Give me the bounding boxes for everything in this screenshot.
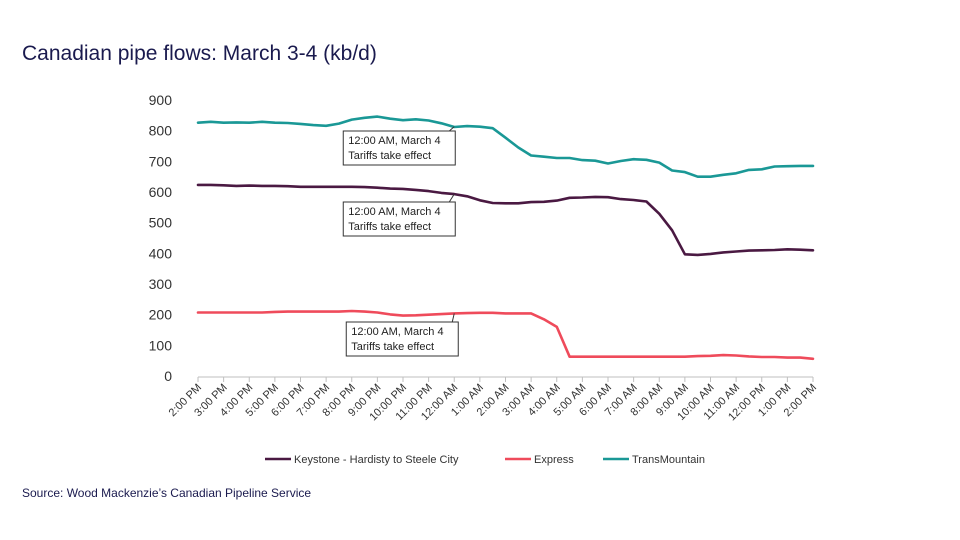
annotation-callout: 12:00 AM, March 4 Tariffs take effect <box>342 193 456 237</box>
legend-item: Express <box>505 454 574 466</box>
annotation-box <box>345 321 459 357</box>
series-line-1 <box>196 183 815 257</box>
y-tick-label: 700 <box>149 153 173 169</box>
annotation-box <box>342 130 456 166</box>
annotation-line1: 12:00 AM, March 4 <box>348 206 440 218</box>
annotation-callout: 12:00 AM, March 4 Tariffs take effect <box>342 126 456 166</box>
legend-label: Keystone - Hardisty to Steele City <box>294 454 459 466</box>
y-tick-label: 600 <box>149 184 173 200</box>
annotation-leader <box>448 126 455 132</box>
legend-label: TransMountain <box>632 454 705 466</box>
y-tick-label: 400 <box>149 245 173 261</box>
annotation-callout: 12:00 AM, March 4 Tariffs take effect <box>345 313 459 357</box>
y-tick-label: 900 <box>149 92 173 108</box>
y-tick-label: 300 <box>149 276 173 292</box>
series-line-3 <box>196 115 815 178</box>
annotation-line1: 12:00 AM, March 4 <box>351 326 443 338</box>
y-tick-label: 0 <box>164 368 172 384</box>
chart-title: Canadian pipe flows: March 3-4 (kb/d) <box>22 42 377 65</box>
series-lines <box>196 115 815 361</box>
annotation-leader <box>448 193 455 203</box>
y-tick-label: 500 <box>149 215 173 231</box>
y-tick-label: 200 <box>149 307 173 323</box>
y-tick-label: 800 <box>149 123 173 139</box>
annotation-leader <box>451 313 455 323</box>
annotation-line1: 12:00 AM, March 4 <box>348 135 440 147</box>
series-line-2 <box>196 309 815 361</box>
legend-label: Express <box>534 454 574 466</box>
annotation-line2: Tariffs take effect <box>351 341 434 353</box>
legend: Keystone - Hardisty to Steele City Expres… <box>265 454 705 466</box>
x-axis: 2:00 PM3:00 PM4:00 PM5:00 PM6:00 PM7:00 … <box>167 377 819 423</box>
annotation-line2: Tariffs take effect <box>348 221 431 233</box>
legend-item: Keystone - Hardisty to Steele City <box>265 454 459 466</box>
y-axis: 0 100 200 300 400 500 600 700 800 900 <box>149 92 173 384</box>
annotation-line2: Tariffs take effect <box>348 150 431 162</box>
annotation-box <box>342 201 456 237</box>
legend-item: TransMountain <box>603 454 705 466</box>
y-tick-label: 100 <box>149 337 173 353</box>
source-note: Source: Wood Mackenzie’s Canadian Pipeli… <box>22 486 312 500</box>
